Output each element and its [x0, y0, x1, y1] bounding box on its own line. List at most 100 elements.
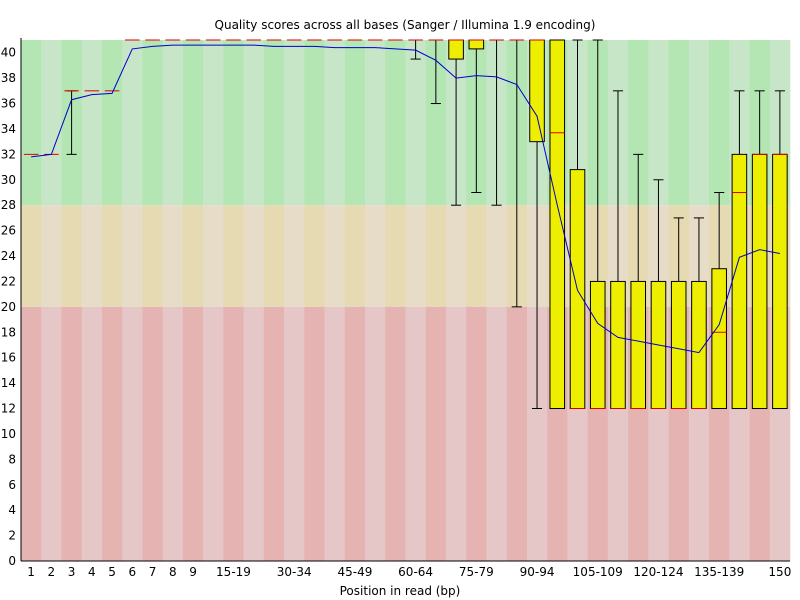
- zone-poor-stripe: [61, 306, 83, 561]
- box-position-65-69: [428, 39, 444, 105]
- zone-reasonable-stripe: [61, 205, 83, 307]
- x-tick-label: 15-19: [216, 565, 251, 579]
- y-tick-label: 34: [1, 122, 16, 136]
- box-position-70-74: [448, 39, 464, 206]
- x-tick-label: 2: [48, 565, 56, 579]
- zone-good-stripe: [223, 40, 244, 206]
- zone-poor-stripe: [263, 306, 285, 561]
- zone-reasonable-stripe: [142, 205, 163, 307]
- chart-title: Quality scores across all bases (Sanger …: [215, 18, 596, 32]
- zone-good-stripe: [365, 40, 386, 206]
- box-series: [23, 39, 788, 410]
- zone-good-stripe: [203, 40, 224, 206]
- y-tick-label: 32: [1, 147, 16, 161]
- zone-good-stripe: [263, 40, 285, 206]
- x-tick-label: 60-64: [398, 565, 433, 579]
- box-position-135-139: [711, 191, 727, 410]
- zone-poor-stripe: [284, 306, 305, 561]
- y-tick-label: 10: [1, 427, 16, 441]
- x-tick-label: 3: [68, 565, 76, 579]
- box-position-3: [64, 90, 79, 155]
- zone-poor-stripe: [466, 306, 487, 561]
- iqr-box: [670, 280, 687, 410]
- box-position-110-114: [610, 90, 626, 410]
- zone-poor-stripe: [182, 306, 204, 561]
- zone-reasonable-stripe: [324, 205, 346, 307]
- box-position-75-79: [468, 39, 485, 193]
- zone-poor-stripe: [101, 306, 123, 561]
- y-tick-label: 6: [8, 478, 16, 492]
- y-tick-label: 28: [1, 198, 16, 212]
- zone-poor-stripe: [344, 306, 366, 561]
- x-tick-label: 90-94: [520, 565, 555, 579]
- zone-poor-stripe: [526, 306, 548, 561]
- zone-good-stripe: [344, 40, 366, 206]
- x-tick-label: 1: [27, 565, 35, 579]
- zone-reasonable-stripe: [425, 205, 447, 307]
- zone-good-stripe: [81, 40, 103, 206]
- iqr-box: [589, 280, 606, 410]
- y-tick-label: 16: [1, 351, 16, 365]
- y-tick-label: 38: [1, 71, 16, 85]
- x-tick-label: 120-124: [633, 565, 683, 579]
- zone-good-stripe: [628, 40, 649, 206]
- zone-poor-stripe: [365, 306, 386, 561]
- zone-good-stripe: [284, 40, 305, 206]
- iqr-box: [448, 39, 464, 60]
- zone-good-stripe: [648, 40, 669, 206]
- zone-good-stripe: [101, 40, 123, 206]
- zone-poor-stripe: [405, 306, 427, 561]
- box-position-130-134: [691, 217, 707, 410]
- x-tick-label: 135-139: [694, 565, 744, 579]
- zone-good-stripe: [668, 40, 690, 206]
- zone-reasonable-stripe: [21, 205, 42, 307]
- box-position-80-84: [489, 39, 504, 206]
- zone-good-stripe: [688, 40, 710, 206]
- y-tick-label: 22: [1, 274, 16, 288]
- zone-good-stripe: [709, 40, 730, 206]
- zone-good-stripe: [162, 40, 184, 206]
- y-tick-label: 0: [8, 554, 16, 568]
- zone-reasonable-stripe: [182, 205, 204, 307]
- iqr-box: [751, 153, 768, 410]
- zone-poor-stripe: [142, 306, 163, 561]
- axes: [20, 38, 790, 562]
- y-tick-label: 18: [1, 325, 16, 339]
- x-tick-label: 30-34: [277, 565, 312, 579]
- box-position-115-119: [630, 153, 647, 410]
- iqr-box: [772, 153, 788, 410]
- zone-poor-stripe: [223, 306, 244, 561]
- zone-reasonable-stripe: [263, 205, 285, 307]
- zone-good-stripe: [385, 40, 406, 206]
- zone-reasonable-stripe: [162, 205, 184, 307]
- zone-reasonable-stripe: [41, 205, 62, 307]
- y-tick-label: 12: [1, 402, 16, 416]
- y-tick-label: 4: [8, 503, 16, 517]
- box-position-60-64: [408, 39, 423, 60]
- zone-poor-stripe: [506, 306, 528, 561]
- zone-poor-stripe: [445, 306, 467, 561]
- zone-poor-stripe: [203, 306, 224, 561]
- box-position-145-149: [751, 90, 768, 410]
- zone-good-stripe: [324, 40, 346, 206]
- box-position-150: [772, 90, 788, 410]
- zone-good-stripe: [425, 40, 447, 206]
- zone-reasonable-stripe: [344, 205, 366, 307]
- x-tick-label: 105-109: [573, 565, 623, 579]
- y-tick-label: 30: [1, 173, 16, 187]
- zone-good-stripe: [405, 40, 427, 206]
- y-tick-label: 36: [1, 97, 16, 111]
- iqr-box: [549, 39, 566, 410]
- zone-reasonable-stripe: [101, 205, 123, 307]
- zone-poor-stripe: [41, 306, 62, 561]
- box-position-140-144: [731, 90, 748, 410]
- iqr-box: [610, 280, 626, 410]
- zone-reasonable-stripe: [81, 205, 103, 307]
- zone-poor-stripe: [81, 306, 103, 561]
- zone-poor-stripe: [21, 306, 42, 561]
- zone-reasonable-stripe: [284, 205, 305, 307]
- iqr-box: [711, 268, 727, 410]
- zone-poor-stripe: [122, 306, 143, 561]
- zone-poor-stripe: [162, 306, 184, 561]
